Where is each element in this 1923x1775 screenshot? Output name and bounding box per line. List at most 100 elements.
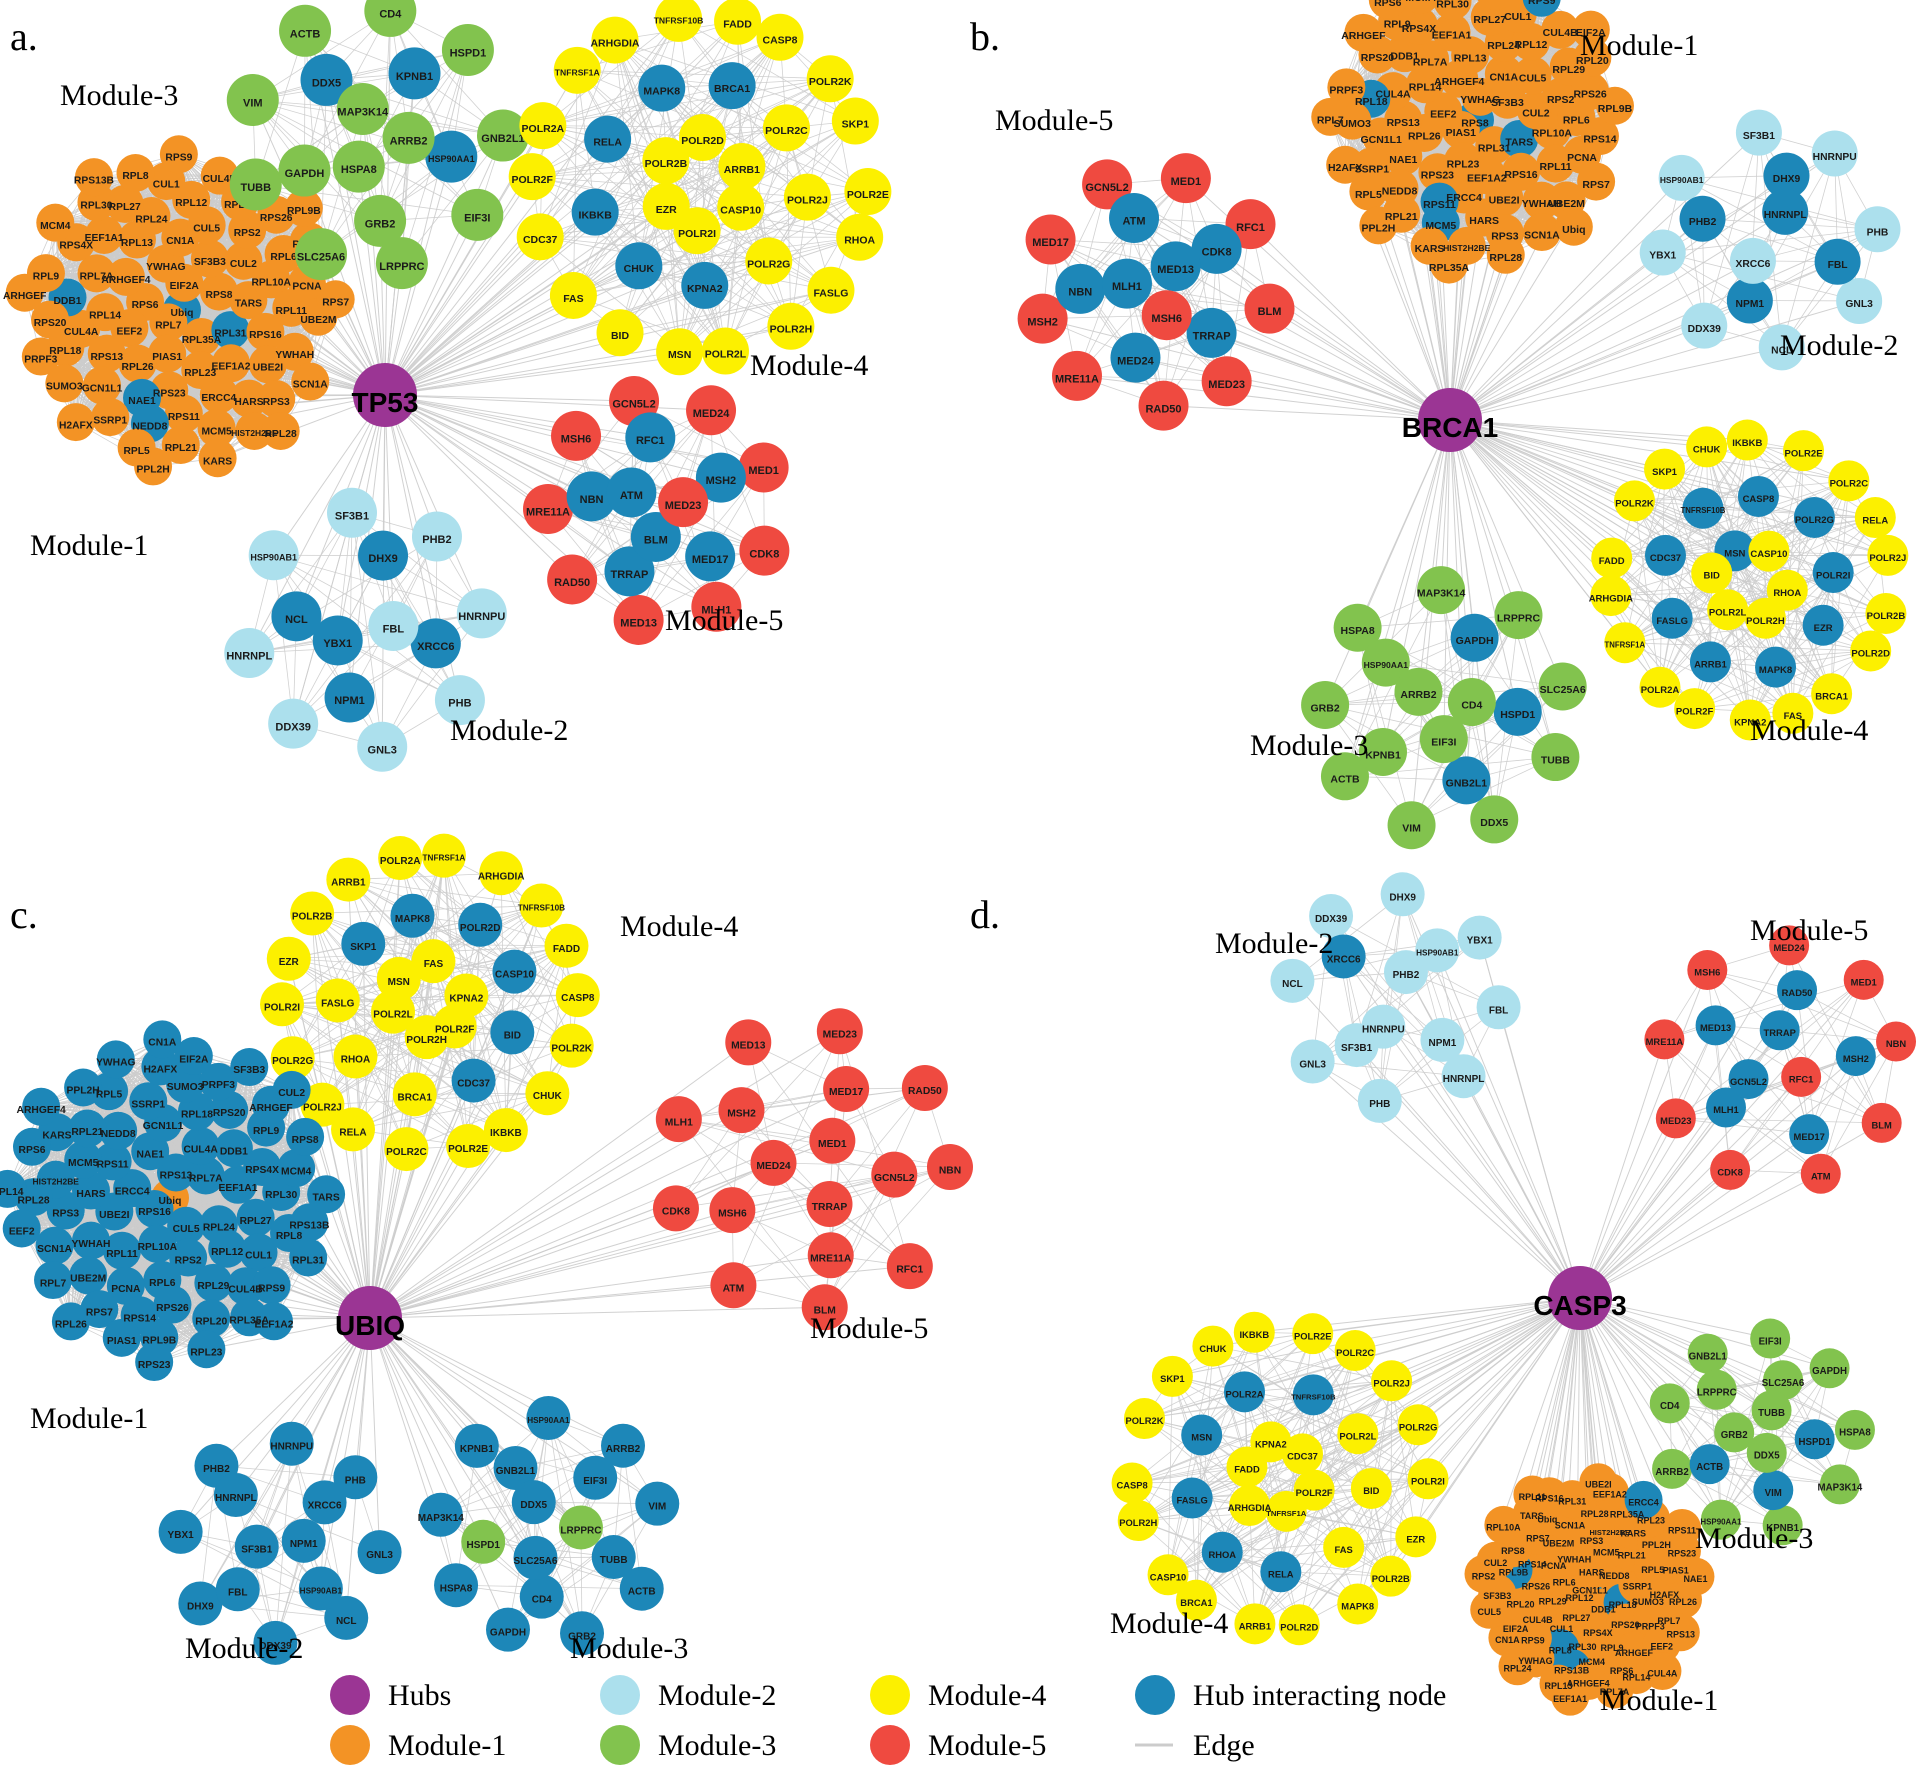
svg-text:RPL8: RPL8 [122, 171, 149, 182]
svg-text:GAPDH: GAPDH [285, 168, 325, 180]
svg-text:YBX1: YBX1 [323, 638, 352, 650]
svg-text:FAS: FAS [563, 293, 583, 305]
svg-text:TRRAP: TRRAP [611, 569, 649, 581]
svg-text:CUL2: CUL2 [230, 259, 257, 270]
svg-text:CUL4A: CUL4A [64, 327, 99, 338]
svg-text:DDB1: DDB1 [53, 296, 81, 307]
svg-text:MCM4: MCM4 [40, 221, 71, 232]
svg-text:TNFRSF1A: TNFRSF1A [555, 68, 600, 78]
svg-text:VIM: VIM [243, 98, 263, 110]
svg-text:HNRNPU: HNRNPU [458, 611, 505, 623]
svg-text:RPS11: RPS11 [168, 412, 200, 423]
svg-text:RPL7A: RPL7A [80, 272, 114, 283]
svg-text:XRCC6: XRCC6 [417, 641, 454, 653]
svg-text:MED17: MED17 [692, 554, 729, 566]
svg-text:RELA: RELA [593, 137, 622, 149]
svg-text:HSP90AA1: HSP90AA1 [428, 154, 475, 164]
svg-text:KPNA2: KPNA2 [687, 283, 723, 295]
svg-text:PHB: PHB [448, 698, 471, 710]
svg-text:BID: BID [611, 330, 630, 342]
svg-text:RFC1: RFC1 [636, 435, 665, 447]
svg-text:RPL9B: RPL9B [287, 206, 321, 217]
svg-text:CASP10: CASP10 [720, 205, 761, 217]
svg-text:SCN1A: SCN1A [293, 380, 328, 391]
svg-text:RPL24: RPL24 [135, 214, 167, 225]
svg-text:RPS6: RPS6 [132, 300, 159, 311]
svg-text:FBL: FBL [383, 624, 405, 636]
svg-text:RPL21: RPL21 [165, 443, 197, 454]
svg-text:RPL12: RPL12 [175, 198, 207, 209]
svg-text:POLR2I: POLR2I [678, 228, 716, 240]
svg-text:POLR2E: POLR2E [847, 189, 889, 201]
svg-text:HARS: HARS [234, 397, 263, 408]
svg-text:BRCA1: BRCA1 [714, 83, 750, 95]
svg-text:RPL28: RPL28 [265, 429, 297, 440]
svg-text:NCL: NCL [285, 614, 308, 626]
svg-text:POLR2F: POLR2F [511, 174, 553, 186]
svg-text:ARRB2: ARRB2 [390, 135, 428, 147]
svg-text:TUBB: TUBB [240, 182, 271, 194]
svg-text:ERCC4: ERCC4 [201, 393, 236, 404]
svg-text:ATM: ATM [620, 490, 643, 502]
svg-text:RPL26: RPL26 [122, 362, 154, 373]
svg-text:RHOA: RHOA [844, 235, 875, 247]
svg-text:FADD: FADD [723, 19, 752, 31]
svg-text:NBN: NBN [580, 494, 604, 506]
svg-text:CHUK: CHUK [624, 263, 655, 275]
svg-text:TNFRSF10B: TNFRSF10B [654, 16, 704, 26]
svg-text:RPS23: RPS23 [153, 389, 186, 400]
svg-text:Ubiq: Ubiq [171, 308, 194, 319]
svg-text:RPS8: RPS8 [206, 290, 233, 301]
svg-text:RPS9: RPS9 [165, 152, 192, 163]
svg-text:MED13: MED13 [620, 618, 657, 630]
svg-text:IKBKB: IKBKB [579, 209, 613, 221]
svg-text:GCN5L2: GCN5L2 [612, 399, 655, 411]
svg-text:EIF2A: EIF2A [170, 281, 200, 292]
svg-text:MED23: MED23 [665, 500, 702, 512]
svg-text:MSN: MSN [668, 349, 691, 361]
svg-text:CASP8: CASP8 [763, 35, 798, 47]
svg-text:EEF1A2: EEF1A2 [212, 361, 251, 372]
svg-text:YWHAG: YWHAG [146, 262, 185, 273]
svg-text:RPS13: RPS13 [90, 352, 123, 363]
svg-text:SKP1: SKP1 [842, 118, 870, 130]
svg-text:RPS13B: RPS13B [74, 175, 114, 186]
svg-text:RPS2: RPS2 [234, 228, 261, 239]
svg-text:CN1A: CN1A [166, 236, 195, 247]
svg-text:KARS: KARS [203, 456, 232, 467]
svg-text:PCNA: PCNA [292, 282, 322, 293]
svg-text:SUMO3: SUMO3 [46, 382, 83, 393]
svg-text:POLR2G: POLR2G [747, 258, 790, 270]
svg-text:RPL27: RPL27 [109, 202, 141, 213]
svg-text:a.: a. [10, 14, 38, 59]
svg-text:MAPK8: MAPK8 [643, 86, 680, 98]
svg-text:EZR: EZR [656, 204, 677, 216]
svg-text:NEDD8: NEDD8 [132, 422, 167, 433]
svg-text:HSPA8: HSPA8 [341, 164, 377, 176]
svg-text:YWHAH: YWHAH [275, 350, 314, 361]
svg-text:Module-3: Module-3 [60, 79, 178, 112]
svg-text:TARS: TARS [235, 298, 262, 309]
svg-text:ARRB1: ARRB1 [724, 164, 760, 176]
svg-text:DHX9: DHX9 [368, 553, 397, 565]
svg-text:RPL31: RPL31 [214, 328, 246, 339]
svg-text:POLR2K: POLR2K [809, 76, 852, 88]
svg-text:FASLG: FASLG [813, 288, 848, 300]
svg-text:RPS20: RPS20 [34, 318, 67, 329]
svg-text:ARHGDIA: ARHGDIA [590, 37, 639, 49]
svg-text:MSH6: MSH6 [561, 434, 592, 446]
svg-text:POLR2L: POLR2L [705, 348, 747, 360]
svg-text:SLC25A6: SLC25A6 [297, 252, 345, 264]
svg-text:NPM1: NPM1 [334, 695, 365, 707]
svg-text:SF3B1: SF3B1 [335, 510, 369, 522]
svg-text:TP53: TP53 [352, 387, 419, 418]
svg-text:BLM: BLM [644, 535, 668, 547]
svg-text:MAP3K14: MAP3K14 [337, 107, 389, 119]
svg-text:HSPD1: HSPD1 [450, 48, 487, 60]
svg-text:Module-2: Module-2 [450, 714, 568, 747]
svg-text:SF3B3: SF3B3 [194, 257, 226, 268]
svg-text:GCN1L1: GCN1L1 [82, 384, 123, 395]
svg-text:HSP90AB1: HSP90AB1 [250, 553, 297, 563]
svg-text:EIF3I: EIF3I [464, 213, 490, 225]
svg-text:PIAS1: PIAS1 [152, 352, 182, 363]
